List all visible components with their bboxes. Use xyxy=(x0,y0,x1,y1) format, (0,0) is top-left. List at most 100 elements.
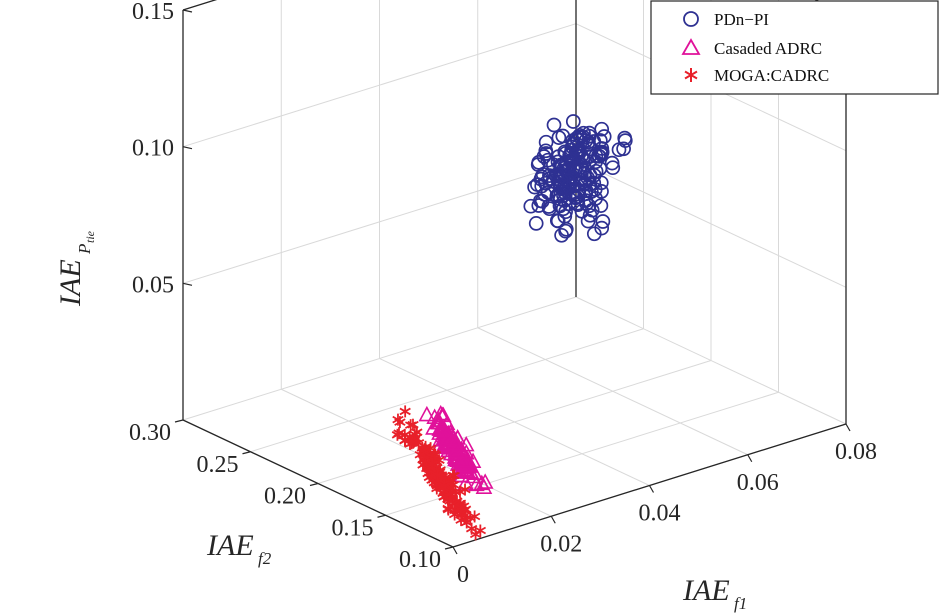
legend-entry-casaded-adrc: Casaded ADRC xyxy=(714,39,822,58)
legend-circle-icon xyxy=(683,11,699,27)
moga-cadrc-point xyxy=(447,469,459,482)
pdn-pi-point xyxy=(538,134,554,150)
z-axis-label-sub: P xyxy=(75,244,94,255)
floor-gridline-y xyxy=(317,360,712,484)
moga-cadrc-point xyxy=(404,437,416,450)
moga-cadrc-point xyxy=(426,474,438,487)
casaded-adrc-point xyxy=(433,406,451,422)
legend-asterisk-icon xyxy=(684,68,698,82)
axes-layer xyxy=(174,0,851,555)
pdn-pi-point xyxy=(551,149,566,164)
moga-cadrc-point xyxy=(459,512,471,525)
wall-gridline-horizontal xyxy=(575,159,847,288)
moga-cadrc-point xyxy=(455,501,467,514)
pdn-pi-point xyxy=(528,216,544,231)
pdn-pi-point xyxy=(582,149,597,164)
moga-cadrc-point xyxy=(411,426,423,439)
moga-cadrc-point xyxy=(445,490,458,503)
z-tick-label: 0.10 xyxy=(132,136,174,162)
z-axis-label-subsub: tie xyxy=(83,230,97,243)
pdn-pi-point xyxy=(605,160,621,176)
legend: PDn−PI Casaded ADRC MOGA:CADRC xyxy=(650,0,939,95)
z-axis-label: IAE P tie xyxy=(54,230,97,307)
y-tick-mark xyxy=(377,514,386,518)
y-tick-label: 0.30 xyxy=(129,420,171,446)
casaded-adrc-point xyxy=(433,421,450,438)
pdn-pi-point xyxy=(555,128,571,144)
x-axis-label-main: IAE xyxy=(682,574,730,607)
y-axis-label-sub: f2 xyxy=(258,549,272,568)
pdn-pi-point xyxy=(582,167,598,183)
floor-gridline-y xyxy=(250,328,644,453)
casaded-adrc-point xyxy=(446,434,464,451)
moga-cadrc-point xyxy=(399,405,411,418)
pdn-pi-point xyxy=(586,226,602,242)
pdn-pi-point xyxy=(596,129,612,144)
points-layer xyxy=(391,114,633,541)
pdn-pi-point xyxy=(611,142,627,158)
wall-gridline-horizontal xyxy=(182,23,577,148)
y-axis-label-main: IAE xyxy=(206,529,254,562)
legend-entry-pdn-pi: PDn−PI xyxy=(714,10,769,29)
x-tick-mark xyxy=(747,454,753,463)
y-tick-mark xyxy=(242,451,251,455)
moga-cadrc-point xyxy=(474,524,487,537)
z-tick-label: 0.15 xyxy=(132,0,174,25)
x-tick-label: 0.06 xyxy=(737,470,779,496)
pdn-pi-point xyxy=(546,157,561,173)
casaded-adrc-point xyxy=(453,466,470,483)
moga-cadrc-point xyxy=(468,510,481,523)
y-tick-label: 0.15 xyxy=(332,515,374,541)
pdn-pi-point xyxy=(550,166,565,182)
series-2-points xyxy=(391,405,487,541)
casaded-adrc-point xyxy=(452,450,470,466)
pdn-pi-point xyxy=(584,202,600,218)
legend-triangle-icon xyxy=(681,38,701,55)
x-tick-mark xyxy=(452,546,458,555)
pdn-pi-point xyxy=(534,178,550,194)
x-tick-label: 0.02 xyxy=(540,531,582,557)
casaded-adrc-point xyxy=(445,429,462,446)
x-tick-mark xyxy=(648,485,655,493)
x-tick-label: 0.04 xyxy=(639,501,681,527)
pdn-pi-point xyxy=(565,114,581,129)
pdn-pi-point xyxy=(549,213,565,228)
y-tick-label: 0.25 xyxy=(197,452,239,478)
z-tick-mark xyxy=(182,9,193,13)
casaded-adrc-point xyxy=(466,464,484,480)
moga-cadrc-point xyxy=(431,469,444,482)
x-tick-label: 0.08 xyxy=(835,439,877,465)
casaded-adrc-point xyxy=(418,405,436,422)
pdn-pi-point xyxy=(533,171,549,187)
casaded-adrc-point xyxy=(433,419,450,436)
z-axis-label-main: IAE xyxy=(54,259,87,307)
pdn-pi-point xyxy=(538,143,554,159)
pdn-pi-point xyxy=(586,167,602,183)
z-tick-label: 0.05 xyxy=(132,272,174,298)
pdn-pi-point xyxy=(595,214,611,229)
legend-entry-moga-cadrc: MOGA:CADRC xyxy=(714,66,829,85)
pdn-pi-point xyxy=(531,198,547,213)
pdn-pi-point xyxy=(530,157,546,172)
pdn-pi-point xyxy=(523,198,539,214)
moga-cadrc-point xyxy=(442,502,454,515)
moga-cadrc-point xyxy=(465,522,478,535)
moga-cadrc-point xyxy=(426,457,439,470)
pdn-pi-point xyxy=(557,185,573,201)
casaded-adrc-point xyxy=(457,435,475,452)
pdn-pi-point xyxy=(572,128,587,143)
y-tick-label: 0.20 xyxy=(264,484,306,510)
pdn-pi-point xyxy=(574,203,590,219)
pdn-pi-point xyxy=(582,128,597,144)
casaded-adrc-point xyxy=(455,451,473,468)
series-1-points xyxy=(418,404,494,494)
x-axis-label-sub: f1 xyxy=(734,594,747,613)
pdn-pi-point xyxy=(556,179,572,194)
casaded-adrc-point xyxy=(438,431,456,448)
casaded-adrc-point xyxy=(425,419,442,435)
series-0-points xyxy=(523,114,633,243)
z-tick-mark xyxy=(182,146,193,150)
z-tick-mark xyxy=(182,282,193,286)
pdn-pi-point xyxy=(554,227,569,243)
